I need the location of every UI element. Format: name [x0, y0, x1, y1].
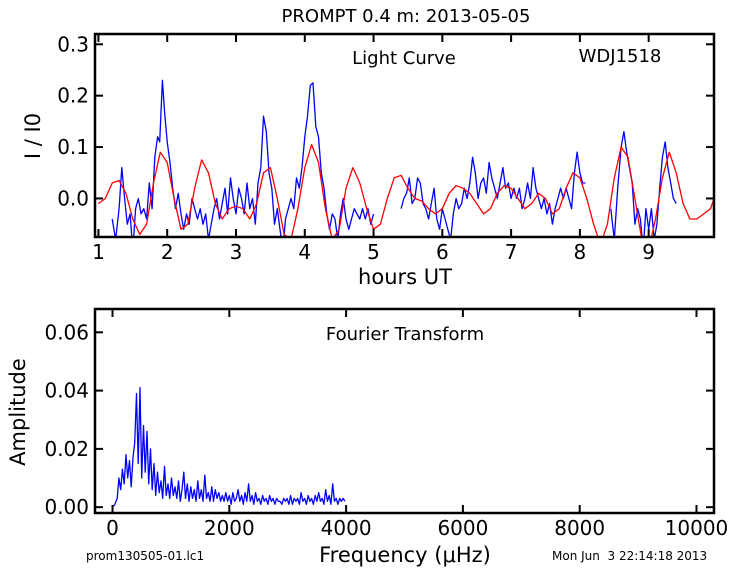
- x-tick-label: 7: [505, 240, 518, 264]
- data-line-3: [610, 130, 677, 237]
- x-tick-label: 2: [161, 240, 174, 264]
- plot-frame: [93, 32, 716, 239]
- y-tick-label: 0.2: [57, 84, 89, 108]
- y-tick-label: 0.06: [44, 320, 89, 344]
- x-tick-label: 4: [298, 240, 311, 264]
- y-axis-label: I / I0: [21, 113, 45, 159]
- x-tick-label: 10000: [665, 516, 729, 540]
- source-filename: prom130505-01.lc1: [86, 549, 205, 563]
- model-line: [98, 143, 714, 237]
- x-tick-label: 5: [367, 240, 380, 264]
- light-curve-panel: 1 2 3 4 5 6 7 8 9 0.0 0.1 0.2 0.3 Light Curve WDJ1518 h…: [21, 32, 716, 289]
- data-line-1: [111, 79, 375, 237]
- y-tick-label: 0.00: [44, 495, 89, 519]
- y-axis-label: Amplitude: [6, 358, 30, 466]
- panel-title: Fourier Transform: [326, 324, 484, 345]
- y-tick-label: 0.0: [57, 186, 89, 210]
- x-tick-label: 0: [106, 516, 119, 540]
- panel-title: Light Curve: [352, 48, 456, 69]
- plot-area: [98, 79, 714, 237]
- plot-frame: [93, 307, 716, 515]
- x-tick-label: 8000: [554, 516, 605, 540]
- y-tick-label: 0.3: [57, 32, 89, 56]
- x-axis-label: Frequency (μHz): [319, 543, 491, 567]
- target-name-label: WDJ1518: [579, 46, 662, 67]
- x-tick-label: 8: [574, 240, 587, 264]
- y-tick-label: 0.04: [44, 379, 89, 403]
- x-tick-label: 3: [230, 240, 243, 264]
- generation-timestamp: Mon Jun 3 22:14:18 2013: [552, 549, 708, 563]
- x-tick-label: 2000: [204, 516, 255, 540]
- x-tick-label: 1: [92, 240, 105, 264]
- figure-title: PROMPT 0.4 m: 2013-05-05: [281, 6, 531, 27]
- y-tick-label: 0.1: [57, 135, 89, 159]
- plot-area: [111, 387, 346, 508]
- x-tick-label: 6: [436, 240, 449, 264]
- x-tick-label: 4000: [321, 516, 372, 540]
- amplitude-line: [111, 387, 346, 508]
- x-tick-label: 6000: [437, 516, 488, 540]
- x-tick-label: 9: [642, 240, 655, 264]
- fourier-transform-panel: 0 2000 4000 6000 8000 10000 0.00 0.02 0.04 0.06 Fo…: [6, 307, 729, 567]
- x-axis-label: hours UT: [358, 265, 452, 289]
- data-line-2: [400, 151, 586, 237]
- y-tick-label: 0.02: [44, 437, 89, 461]
